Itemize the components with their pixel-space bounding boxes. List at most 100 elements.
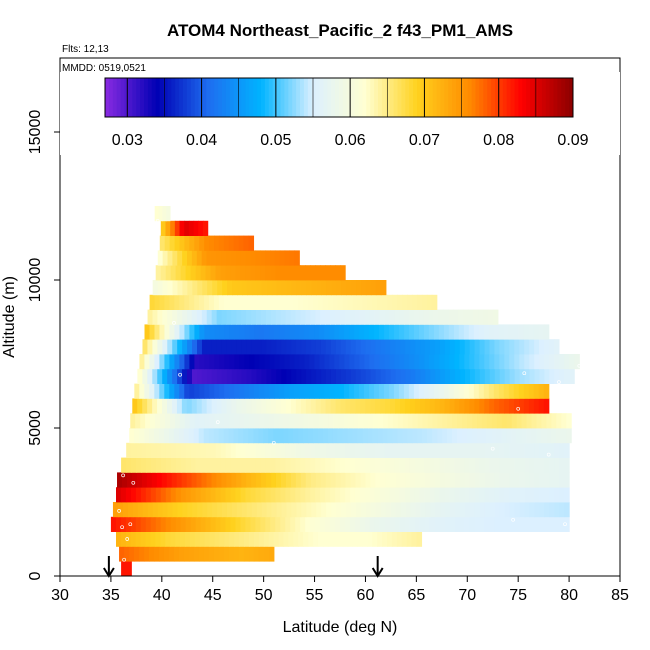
- heatmap-cell: [360, 457, 366, 473]
- heatmap-cell: [342, 294, 349, 310]
- heatmap-cell: [389, 354, 395, 370]
- heatmap-cell: [205, 487, 212, 503]
- heatmap-cell: [296, 339, 302, 355]
- track-point: [563, 522, 567, 527]
- heatmap-cell: [546, 428, 552, 444]
- colorbar-swatch: [339, 78, 344, 117]
- heatmap-cell: [310, 457, 316, 473]
- heatmap-cell: [369, 354, 375, 370]
- heatmap-cell: [468, 383, 475, 399]
- heatmap-cell: [152, 280, 159, 296]
- heatmap-cell: [524, 502, 531, 518]
- heatmap-cell: [445, 368, 451, 384]
- heatmap-cell: [504, 487, 510, 503]
- heatmap-cell: [209, 324, 215, 340]
- heatmap-cell: [180, 442, 187, 458]
- heatmap-cell: [347, 294, 354, 310]
- heatmap-cell: [275, 309, 282, 325]
- heatmap-cell: [405, 339, 411, 355]
- colorbar-swatch: [381, 78, 387, 117]
- heatmap-cell: [245, 265, 251, 281]
- heatmap-cell: [285, 457, 291, 473]
- heatmap-cell: [543, 324, 550, 340]
- heatmap-cell: [504, 516, 510, 532]
- heatmap-cell: [162, 398, 168, 414]
- heatmap-cell: [318, 413, 325, 429]
- heatmap-cell: [536, 428, 542, 444]
- heatmap-cell: [344, 354, 350, 370]
- heatmap-cell: [256, 309, 262, 325]
- heatmap-cell: [339, 324, 345, 340]
- heatmap-cell: [173, 546, 180, 562]
- colorbar-swatch: [261, 78, 266, 117]
- heatmap-cell: [359, 324, 365, 340]
- heatmap-cell: [380, 368, 387, 384]
- heatmap-cell: [509, 339, 515, 355]
- heatmap-cell: [289, 250, 295, 266]
- heatmap-cell: [404, 309, 410, 325]
- heatmap-cell: [397, 294, 403, 310]
- heatmap-cell: [524, 442, 530, 458]
- heatmap-cell: [260, 442, 267, 458]
- heatmap-cell: [139, 546, 145, 562]
- x-axis-title: Latitude (deg N): [283, 619, 398, 636]
- heatmap-cell: [487, 309, 494, 325]
- heatmap-cell: [249, 324, 255, 340]
- heatmap-cell: [189, 413, 196, 429]
- heatmap-cell: [130, 516, 137, 532]
- heatmap-cell: [529, 457, 535, 473]
- heatmap-cell: [246, 368, 253, 384]
- heatmap-cell: [564, 487, 570, 503]
- heatmap-cell: [295, 398, 302, 414]
- heatmap-cell: [159, 428, 165, 444]
- heatmap-cell: [136, 457, 142, 473]
- heatmap-cell: [155, 516, 162, 532]
- heatmap-cell: [364, 309, 371, 325]
- heatmap-cell: [230, 250, 237, 266]
- heatmap-cell: [231, 502, 238, 518]
- heatmap-cell: [391, 531, 398, 547]
- heatmap-cell: [516, 413, 523, 429]
- heatmap-cell: [414, 398, 421, 414]
- colorbar-swatch: [569, 78, 574, 117]
- heatmap-cell: [320, 472, 327, 488]
- heatmap-cell: [154, 294, 161, 310]
- heatmap-cell: [439, 442, 446, 458]
- heatmap-cell: [429, 472, 436, 488]
- heatmap-cell: [221, 472, 227, 488]
- heatmap-cell: [375, 368, 382, 384]
- heatmap-cell: [559, 472, 565, 488]
- colorbar-swatch: [448, 78, 453, 117]
- heatmap-cell: [434, 398, 441, 414]
- heatmap-cell: [305, 487, 311, 503]
- heatmap-cell: [320, 339, 327, 355]
- heatmap-cell: [349, 309, 356, 325]
- heatmap-cell: [459, 457, 466, 473]
- heatmap-cell: [270, 457, 276, 473]
- heatmap-cell: [328, 413, 334, 429]
- heatmap-cell: [566, 413, 572, 429]
- heatmap-cell: [165, 516, 172, 532]
- heatmap-cell: [314, 324, 320, 340]
- heatmap-cell: [117, 472, 123, 488]
- heatmap-cell: [419, 457, 426, 473]
- heatmap-cell: [405, 368, 411, 384]
- heatmap-cell: [561, 428, 567, 444]
- heatmap-cell: [379, 354, 385, 370]
- heatmap-cell: [498, 324, 505, 340]
- track-point: [155, 218, 160, 223]
- heatmap-cell: [164, 354, 171, 370]
- heatmap-cell: [179, 235, 186, 251]
- heatmap-cell: [275, 457, 281, 473]
- heatmap-cell: [454, 339, 461, 355]
- heatmap-cell: [325, 516, 331, 532]
- heatmap-cell: [479, 442, 486, 458]
- heatmap-cell: [231, 398, 237, 414]
- colorbar-swatch: [350, 78, 356, 117]
- heatmap-cell: [499, 368, 506, 384]
- heatmap-cell: [382, 294, 388, 310]
- heatmap-cell: [519, 442, 525, 458]
- heatmap-cell: [185, 442, 192, 458]
- heatmap-cell: [501, 428, 508, 444]
- heatmap-cell: [322, 294, 329, 310]
